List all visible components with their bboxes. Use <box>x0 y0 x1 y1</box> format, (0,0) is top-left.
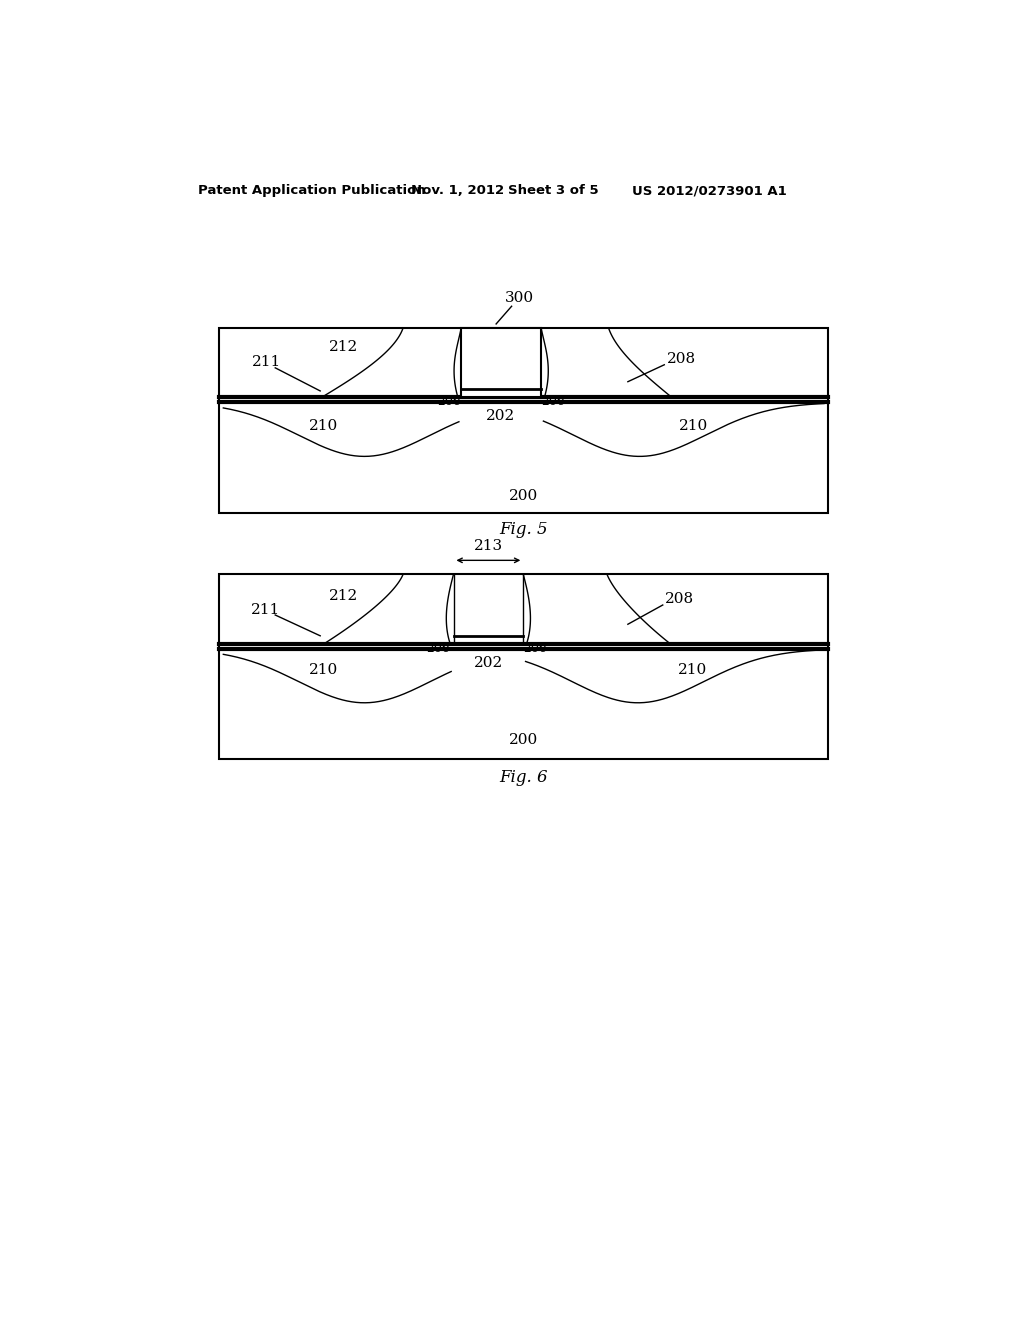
Text: 206: 206 <box>426 642 450 655</box>
Text: Fig. 6: Fig. 6 <box>499 770 548 785</box>
Bar <box>219 574 827 644</box>
Text: 202: 202 <box>474 656 503 669</box>
Text: 300: 300 <box>505 290 534 305</box>
Bar <box>219 327 827 397</box>
Text: 210: 210 <box>679 420 709 433</box>
Text: 208: 208 <box>667 351 695 366</box>
Text: Patent Application Publication: Patent Application Publication <box>198 185 426 197</box>
Text: 212: 212 <box>329 589 358 603</box>
Text: 210: 210 <box>308 664 338 677</box>
Text: 200: 200 <box>509 488 538 503</box>
Text: Nov. 1, 2012: Nov. 1, 2012 <box>411 185 504 197</box>
Text: US 2012/0273901 A1: US 2012/0273901 A1 <box>632 185 786 197</box>
Text: 213: 213 <box>474 539 503 553</box>
Text: 211: 211 <box>251 603 280 618</box>
Text: 202: 202 <box>486 409 515 424</box>
Bar <box>219 644 827 759</box>
Text: 211: 211 <box>252 355 282 370</box>
Text: 210: 210 <box>308 420 338 433</box>
Text: 210: 210 <box>678 664 707 677</box>
Text: 212: 212 <box>329 341 358 354</box>
Text: 204: 204 <box>486 345 515 358</box>
Text: 206: 206 <box>523 642 547 655</box>
Bar <box>219 397 827 512</box>
Text: Fig. 5: Fig. 5 <box>499 521 548 539</box>
Bar <box>461 327 541 397</box>
Text: 206: 206 <box>541 395 564 408</box>
Text: 208: 208 <box>665 591 694 606</box>
Text: 206: 206 <box>437 395 462 408</box>
Text: 200: 200 <box>509 733 538 747</box>
Text: Sheet 3 of 5: Sheet 3 of 5 <box>508 185 598 197</box>
